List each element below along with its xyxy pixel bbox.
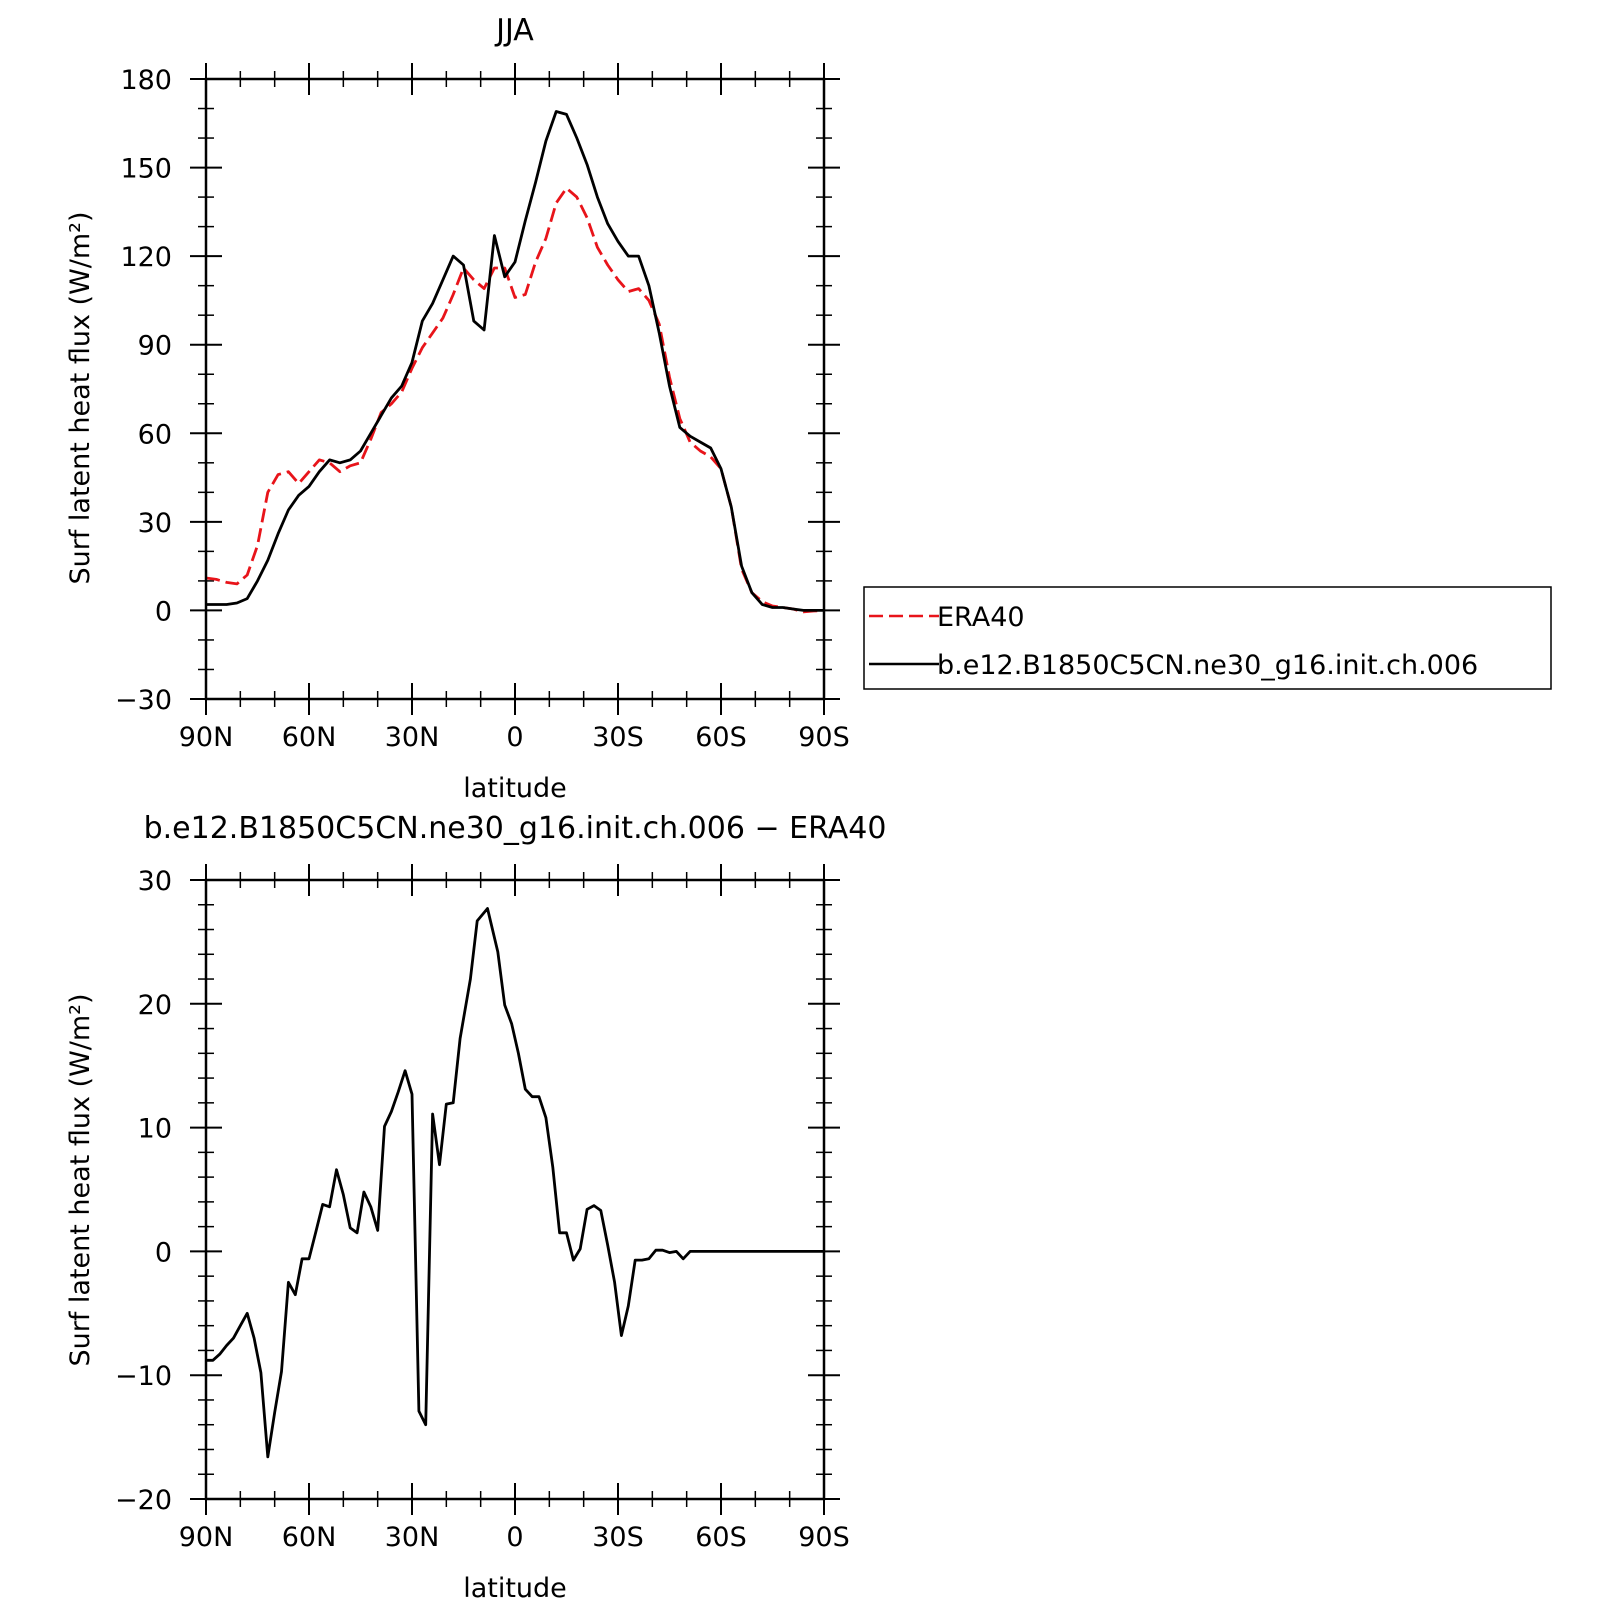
legend: ERA40 b.e12.B1850C5CN.ne30_g16.init.ch.0… — [863, 586, 1552, 690]
top-series-line-0 — [205, 186, 825, 614]
top-y-tick-label: 60 — [138, 419, 172, 450]
bottom-y-tick-label: 20 — [138, 990, 172, 1021]
bottom-panel: b.e12.B1850C5CN.ne30_g16.init.ch.006 − E… — [65, 811, 886, 1603]
top-x-tick-label: 0 — [506, 722, 523, 753]
top-y-tick-label: 0 — [155, 596, 172, 627]
top-chart-title: JJA — [494, 13, 534, 48]
top-y-axis-title: Surf latent heat flux (W/m²) — [65, 211, 96, 584]
top-y-tick-label: 30 — [138, 508, 172, 539]
bottom-y-tick-label: 10 — [138, 1114, 172, 1145]
top-y-tick-label: 150 — [120, 154, 172, 185]
top-x-tick-label: 30S — [592, 722, 644, 753]
bottom-x-tick-label: 30S — [592, 1522, 644, 1553]
bottom-x-tick-label: 30N — [385, 1522, 440, 1553]
bottom-x-tick-label: 90S — [798, 1522, 850, 1553]
bottom-y-tick-label: 30 — [138, 866, 172, 897]
top-plot-frame — [204, 77, 826, 701]
top-y-tick-label: 120 — [120, 242, 172, 273]
bottom-x-tick-label: 60S — [695, 1522, 747, 1553]
bottom-y-tick-label: −20 — [115, 1485, 172, 1516]
top-x-tick-label: 60N — [282, 722, 337, 753]
top-x-tick-label: 90N — [179, 722, 234, 753]
top-x-tick-label: 60S — [695, 722, 747, 753]
legend-label-era40: ERA40 — [937, 602, 1025, 633]
bottom-y-axis-title: Surf latent heat flux (W/m²) — [65, 993, 96, 1366]
top-x-axis-title: latitude — [463, 773, 567, 804]
bottom-plot-frame — [204, 878, 826, 1501]
top-x-tick-label: 30N — [385, 722, 440, 753]
legend-label-model: b.e12.B1850C5CN.ne30_g16.init.ch.006 — [937, 650, 1478, 681]
top-series-line-1 — [206, 110, 824, 612]
top-y-tick-label: 90 — [138, 331, 172, 362]
top-panel: JJA Surf latent heat flux (W/m²) latitud… — [65, 13, 850, 804]
bottom-y-tick-label: −10 — [115, 1361, 172, 1392]
bottom-x-tick-label: 0 — [506, 1522, 523, 1553]
bottom-chart-title: b.e12.B1850C5CN.ne30_g16.init.ch.006 − E… — [144, 811, 887, 846]
legend-box — [863, 586, 1552, 690]
top-x-tick-label: 90S — [798, 722, 850, 753]
bottom-x-tick-label: 60N — [282, 1522, 337, 1553]
bottom-series-line-0 — [206, 907, 824, 1459]
top-y-tick-label: 180 — [120, 65, 172, 96]
bottom-y-tick-label: 0 — [155, 1237, 172, 1268]
bottom-x-tick-label: 90N — [179, 1522, 234, 1553]
top-y-tick-label: −30 — [115, 685, 172, 716]
bottom-x-axis-title: latitude — [463, 1573, 567, 1603]
